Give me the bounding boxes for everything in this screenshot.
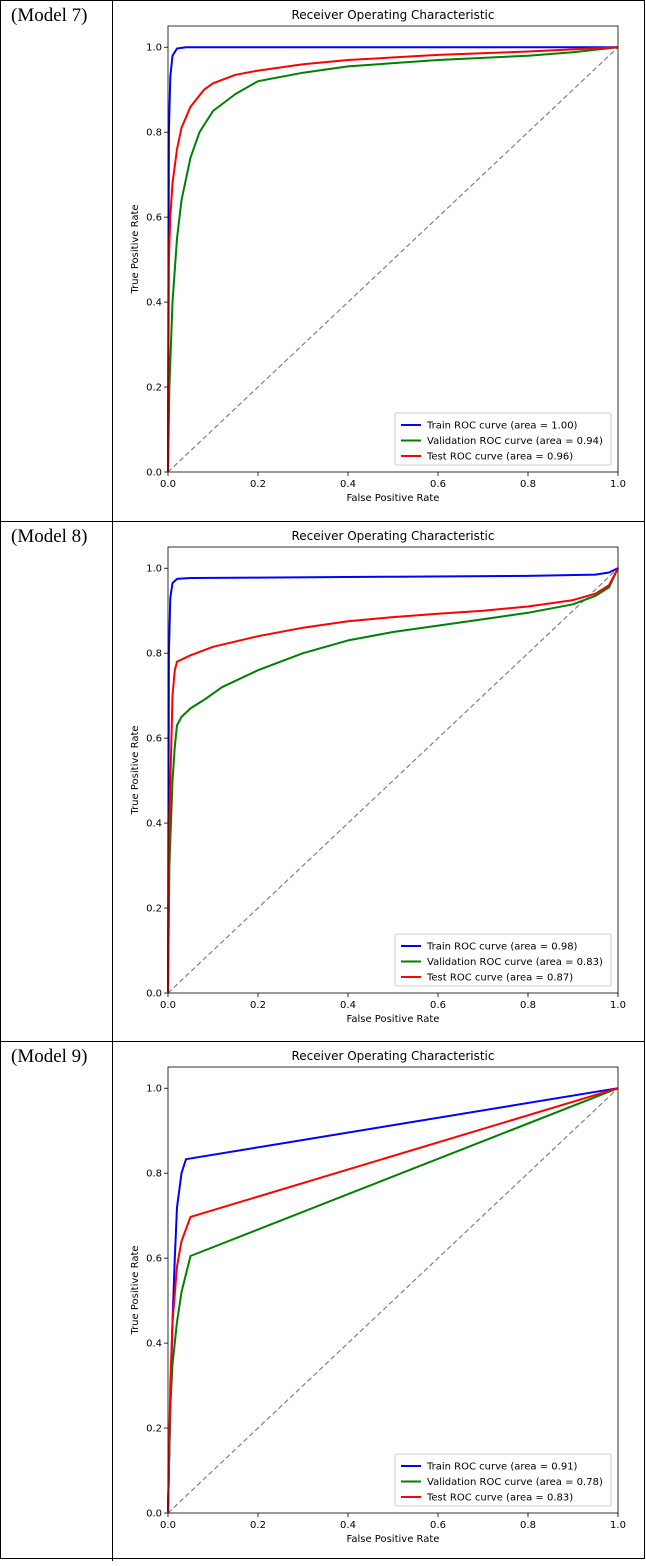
x-tick-label: 0.4: [340, 1520, 356, 1531]
x-tick-label: 0.8: [520, 1000, 536, 1011]
legend-entry: Validation ROC curve (area = 0.78): [427, 1477, 603, 1488]
y-tick-label: 0.6: [146, 213, 162, 224]
chance-diagonal-line: [167, 1087, 619, 1514]
y-tick-label: 1.0: [146, 564, 162, 575]
y-tick-label: 0.4: [146, 1339, 162, 1350]
x-tick-label: 0.0: [160, 1000, 176, 1011]
y-axis-label: True Positive Rate: [130, 1245, 141, 1335]
roc-chart: Receiver Operating Characteristic 0.0 0.2 0…: [130, 8, 626, 504]
chart-title: Receiver Operating Characteristic: [291, 1049, 494, 1063]
x-tick-label: 0.6: [430, 479, 446, 490]
model-label-cell: (Model 9): [1, 1042, 113, 1561]
y-tick-label: 0.0: [146, 989, 162, 1000]
y-tick-label: 0.4: [146, 819, 162, 830]
train-roc-curve: [167, 567, 619, 994]
y-tick-label: 0.8: [146, 649, 162, 660]
x-tick-label: 0.2: [250, 1000, 266, 1011]
chance-diagonal-line: [167, 46, 619, 473]
x-tick-label: 0.4: [340, 1000, 356, 1011]
legend-entry: Test ROC curve (area = 0.87): [426, 973, 573, 984]
legend-entry: Train ROC curve (area = 0.91): [426, 1462, 578, 1473]
model-label-cell: (Model 7): [1, 1, 113, 521]
test-roc-curve: [167, 46, 619, 473]
x-tick-label: 0.0: [160, 1520, 176, 1531]
table-row: (Model 7) Receiver Operating Characteris…: [1, 1, 644, 521]
legend-entry: Test ROC curve (area = 0.96): [426, 452, 573, 463]
legend-entry: Validation ROC curve (area = 0.94): [427, 436, 603, 447]
y-tick-label: 0.2: [146, 904, 162, 915]
test-roc-curve: [167, 567, 619, 994]
legend-box: [394, 1453, 612, 1507]
y-tick-label: 0.4: [146, 298, 162, 309]
x-tick-label: 0.0: [160, 479, 176, 490]
train-roc-curve: [167, 46, 618, 473]
x-tick-label: 0.8: [520, 479, 536, 490]
validation-roc-curve: [167, 567, 619, 994]
x-tick-label: 0.6: [430, 1520, 446, 1531]
roc-chart: Receiver Operating Characteristic 0.0 0.2 0…: [130, 529, 626, 1025]
chart-title: Receiver Operating Characteristic: [291, 8, 494, 22]
roc-chart: Receiver Operating Characteristic 0.0 0.2 0…: [130, 1049, 626, 1545]
x-axis-label: False Positive Rate: [347, 1014, 440, 1025]
y-axis-label: True Positive Rate: [130, 204, 141, 294]
x-tick-label: 0.2: [250, 1520, 266, 1531]
model-label: (Model 9): [11, 1046, 88, 1067]
y-tick-label: 1.0: [146, 43, 162, 54]
y-tick-label: 0.0: [146, 1509, 162, 1520]
chart-cell: Receiver Operating Characteristic 0.0 0.2 0…: [114, 522, 644, 1042]
test-roc-curve: [167, 1087, 619, 1514]
plot-frame: [167, 1066, 619, 1514]
legend-entry: Validation ROC curve (area = 0.83): [427, 957, 603, 968]
legend-entry: Test ROC curve (area = 0.83): [426, 1493, 573, 1504]
y-tick-label: 0.0: [146, 468, 162, 479]
model-label: (Model 7): [11, 5, 88, 26]
y-tick-label: 0.8: [146, 1169, 162, 1180]
chart-title: Receiver Operating Characteristic: [291, 529, 494, 543]
table-row: (Model 9) Receiver Operating Characteris…: [1, 1041, 644, 1561]
x-tick-label: 0.8: [520, 1520, 536, 1531]
legend-box: [394, 412, 612, 466]
validation-roc-curve: [167, 46, 619, 473]
y-tick-label: 1.0: [146, 1084, 162, 1095]
y-tick-label: 0.2: [146, 1424, 162, 1435]
y-tick-label: 0.8: [146, 128, 162, 139]
chance-diagonal-line: [167, 567, 619, 994]
y-tick-label: 0.6: [146, 734, 162, 745]
legend-entry: Train ROC curve (area = 0.98): [426, 942, 578, 953]
x-tick-label: 1.0: [610, 1000, 626, 1011]
x-tick-label: 1.0: [610, 1520, 626, 1531]
plot-frame: [167, 546, 619, 994]
x-tick-label: 0.4: [340, 479, 356, 490]
x-axis-label: False Positive Rate: [347, 493, 440, 504]
model-label: (Model 8): [11, 526, 88, 547]
y-tick-label: 0.2: [146, 383, 162, 394]
table-row: (Model 8) Receiver Operating Characteris…: [1, 521, 644, 1042]
x-tick-label: 0.6: [430, 1000, 446, 1011]
chart-cell: Receiver Operating Characteristic 0.0 0.2 0…: [114, 1042, 644, 1561]
y-tick-label: 0.6: [146, 1254, 162, 1265]
x-tick-label: 0.2: [250, 479, 266, 490]
legend-box: [394, 933, 612, 987]
chart-cell: Receiver Operating Characteristic 0.0 0.2 0…: [114, 1, 644, 521]
y-axis-label: True Positive Rate: [130, 725, 141, 815]
x-tick-label: 1.0: [610, 479, 626, 490]
model-label-cell: (Model 8): [1, 522, 113, 1042]
x-axis-label: False Positive Rate: [347, 1534, 440, 1545]
legend-entry: Train ROC curve (area = 1.00): [426, 421, 578, 432]
plot-frame: [167, 25, 619, 473]
